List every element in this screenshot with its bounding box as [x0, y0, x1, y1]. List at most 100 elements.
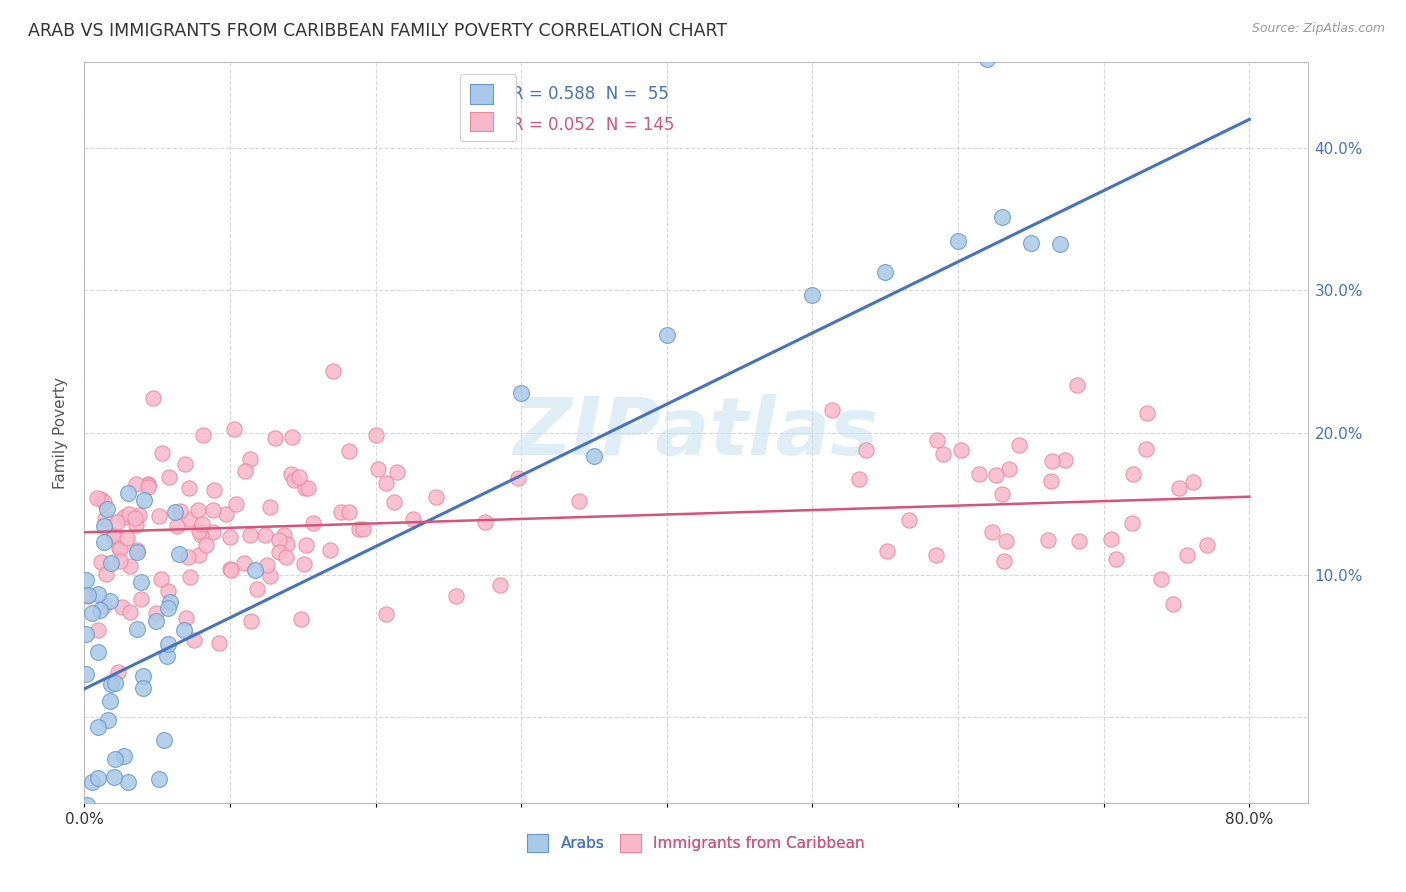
- Point: [848, 472, 870, 486]
- Point: [253, 528, 276, 542]
- Point: [202, 483, 225, 497]
- Text: R = 0.052  N = 145: R = 0.052 N = 145: [513, 116, 675, 134]
- Point: [322, 363, 344, 377]
- Point: [219, 562, 242, 576]
- Point: [145, 606, 167, 620]
- Point: [128, 508, 150, 523]
- Point: [946, 234, 969, 248]
- Point: [276, 537, 298, 551]
- Point: [994, 533, 1017, 548]
- Point: [129, 591, 152, 606]
- Point: [444, 590, 467, 604]
- Point: [191, 428, 214, 442]
- Point: [125, 477, 148, 491]
- Point: [100, 556, 122, 570]
- Point: [976, 52, 998, 66]
- Point: [267, 545, 290, 559]
- Point: [98, 694, 121, 708]
- Point: [190, 528, 212, 542]
- Point: [280, 430, 302, 444]
- Point: [489, 578, 512, 592]
- Point: [103, 529, 125, 543]
- Point: [287, 469, 309, 483]
- Point: [177, 511, 200, 525]
- Point: [75, 573, 97, 587]
- Point: [75, 626, 97, 640]
- Point: [76, 798, 98, 813]
- Point: [402, 512, 425, 526]
- Point: [375, 607, 398, 621]
- Text: ARAB VS IMMIGRANTS FROM CARIBBEAN FAMILY POVERTY CORRELATION CHART: ARAB VS IMMIGRANTS FROM CARIBBEAN FAMILY…: [28, 22, 727, 40]
- Point: [75, 666, 97, 681]
- Point: [120, 558, 142, 573]
- Point: [177, 549, 200, 564]
- Text: Source: ZipAtlas.com: Source: ZipAtlas.com: [1251, 22, 1385, 36]
- Text: R = 0.588  N =  55: R = 0.588 N = 55: [513, 85, 669, 103]
- Point: [259, 500, 281, 514]
- Point: [148, 772, 170, 786]
- Point: [89, 603, 111, 617]
- Point: [855, 442, 877, 457]
- Point: [1066, 377, 1088, 392]
- Point: [821, 403, 844, 417]
- Point: [202, 503, 225, 517]
- Point: [474, 515, 496, 529]
- Point: [583, 449, 606, 463]
- Point: [991, 211, 1014, 225]
- Point: [1105, 552, 1128, 566]
- Point: [80, 775, 103, 789]
- Point: [292, 557, 315, 571]
- Point: [153, 733, 176, 747]
- Point: [112, 749, 135, 764]
- Point: [157, 637, 180, 651]
- Point: [330, 505, 353, 519]
- Point: [1175, 548, 1198, 562]
- Point: [1040, 453, 1063, 467]
- Point: [1168, 481, 1191, 495]
- Point: [117, 827, 139, 841]
- Y-axis label: Family Poverty: Family Poverty: [53, 376, 69, 489]
- Point: [233, 464, 256, 478]
- Point: [655, 327, 678, 342]
- Point: [1049, 237, 1071, 252]
- Point: [150, 572, 173, 586]
- Point: [1099, 532, 1122, 546]
- Point: [131, 681, 153, 695]
- Point: [1039, 474, 1062, 488]
- Point: [219, 563, 242, 577]
- Point: [1135, 442, 1157, 457]
- Point: [352, 522, 374, 536]
- Point: [108, 541, 131, 555]
- Point: [86, 491, 108, 506]
- Point: [86, 771, 108, 785]
- Point: [280, 467, 302, 481]
- Point: [148, 508, 170, 523]
- Point: [177, 481, 200, 495]
- Point: [124, 511, 146, 525]
- Point: [219, 530, 242, 544]
- Point: [195, 538, 218, 552]
- Point: [174, 610, 197, 624]
- Point: [984, 468, 1007, 483]
- Point: [127, 545, 149, 559]
- Point: [239, 615, 262, 629]
- Point: [1008, 438, 1031, 452]
- Point: [157, 601, 180, 615]
- Point: [925, 549, 948, 563]
- Text: ZIPatlas: ZIPatlas: [513, 393, 879, 472]
- Point: [387, 465, 409, 479]
- Point: [225, 496, 247, 510]
- Point: [1067, 533, 1090, 548]
- Point: [96, 502, 118, 516]
- Point: [98, 594, 121, 608]
- Point: [108, 541, 131, 556]
- Point: [264, 431, 287, 445]
- Point: [80, 607, 103, 621]
- Point: [173, 624, 195, 638]
- Point: [337, 505, 360, 519]
- Point: [991, 487, 1014, 501]
- Point: [347, 522, 370, 536]
- Point: [97, 713, 120, 727]
- Point: [245, 562, 267, 576]
- Point: [132, 669, 155, 683]
